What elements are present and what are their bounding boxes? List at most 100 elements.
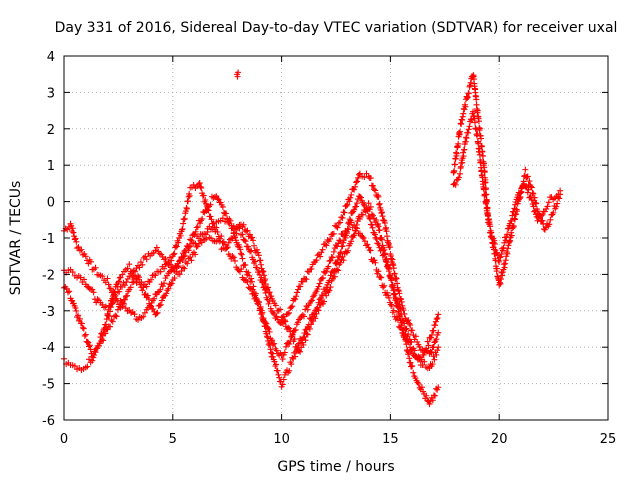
data-point <box>176 271 183 278</box>
data-point <box>79 251 86 258</box>
data-point <box>187 236 194 243</box>
data-point <box>419 362 426 369</box>
data-point <box>146 302 153 309</box>
data-point <box>262 289 269 296</box>
data-point <box>186 244 193 251</box>
data-point <box>260 319 267 326</box>
data-point <box>388 277 395 284</box>
data-point <box>337 219 344 226</box>
y-tick-label: -5 <box>42 378 55 393</box>
data-point <box>100 337 107 344</box>
data-point <box>334 224 341 231</box>
data-point <box>466 123 473 130</box>
data-point <box>153 244 160 251</box>
data-point <box>305 321 312 328</box>
data-point <box>188 237 195 244</box>
data-point <box>269 309 276 316</box>
data-point <box>473 96 480 103</box>
data-point <box>509 212 516 219</box>
data-point <box>357 194 364 201</box>
data-point <box>380 217 387 224</box>
data-point <box>113 295 120 302</box>
data-point <box>364 207 371 214</box>
y-tick-label: -3 <box>42 305 55 320</box>
data-point <box>193 243 200 250</box>
data-point <box>195 240 202 247</box>
data-point <box>158 297 165 304</box>
data-point <box>464 94 471 101</box>
data-point <box>523 183 530 190</box>
data-point <box>89 286 96 293</box>
data-point <box>534 217 541 224</box>
data-point <box>383 255 390 262</box>
data-point <box>200 192 207 199</box>
data-point <box>461 146 468 153</box>
data-point <box>359 233 366 240</box>
data-point <box>472 119 479 126</box>
data-point <box>286 309 293 316</box>
data-point <box>117 304 124 311</box>
data-point <box>396 305 403 312</box>
data-point <box>204 228 211 235</box>
data-point <box>409 362 416 369</box>
data-point <box>273 347 280 354</box>
data-point <box>300 334 307 341</box>
data-point <box>300 313 307 320</box>
data-point <box>369 224 376 231</box>
data-point <box>355 174 362 181</box>
data-point <box>386 244 393 251</box>
data-point <box>198 217 205 224</box>
data-point <box>271 340 278 347</box>
data-point <box>181 252 188 259</box>
data-point <box>107 304 114 311</box>
data-point <box>130 278 137 285</box>
data-point <box>171 267 178 274</box>
data-point <box>68 228 75 235</box>
data-point <box>260 315 267 322</box>
data-point <box>119 271 126 278</box>
data-point <box>383 257 390 264</box>
y-tick-label: 1 <box>47 159 55 174</box>
chart-title: Day 331 of 2016, Sidereal Day-to-day VTE… <box>55 20 618 36</box>
data-point <box>69 225 76 232</box>
data-point <box>208 216 215 223</box>
data-point <box>500 244 507 251</box>
data-point <box>390 265 397 272</box>
y-tick-label: -2 <box>42 268 55 283</box>
y-tick-label: 4 <box>47 50 55 65</box>
data-point <box>522 166 529 173</box>
data-point <box>238 266 245 273</box>
data-point <box>269 350 276 357</box>
data-point <box>116 288 123 295</box>
data-point <box>252 290 259 297</box>
data-point <box>428 331 435 338</box>
data-point <box>539 211 546 218</box>
data-point <box>318 275 325 282</box>
data-point <box>532 199 539 206</box>
data-point <box>321 298 328 305</box>
data-point <box>102 321 109 328</box>
data-point <box>336 254 343 261</box>
data-point <box>265 284 271 291</box>
data-point <box>309 297 316 304</box>
x-tick-label: 25 <box>600 432 617 447</box>
data-point <box>360 234 367 241</box>
data-point <box>430 353 437 360</box>
data-point <box>107 323 114 330</box>
data-point <box>375 268 382 275</box>
data-point <box>500 261 507 268</box>
data-point <box>553 203 560 210</box>
data-point <box>159 283 166 290</box>
data-point <box>423 347 430 354</box>
data-point <box>554 200 561 207</box>
data-point <box>168 257 175 264</box>
data-point <box>528 197 535 204</box>
data-point <box>495 257 502 264</box>
data-point <box>511 205 518 212</box>
data-point <box>397 305 404 312</box>
data-point <box>252 258 259 265</box>
data-point <box>131 311 138 318</box>
data-point <box>232 234 239 241</box>
data-point <box>78 320 85 327</box>
data-point <box>376 201 383 208</box>
